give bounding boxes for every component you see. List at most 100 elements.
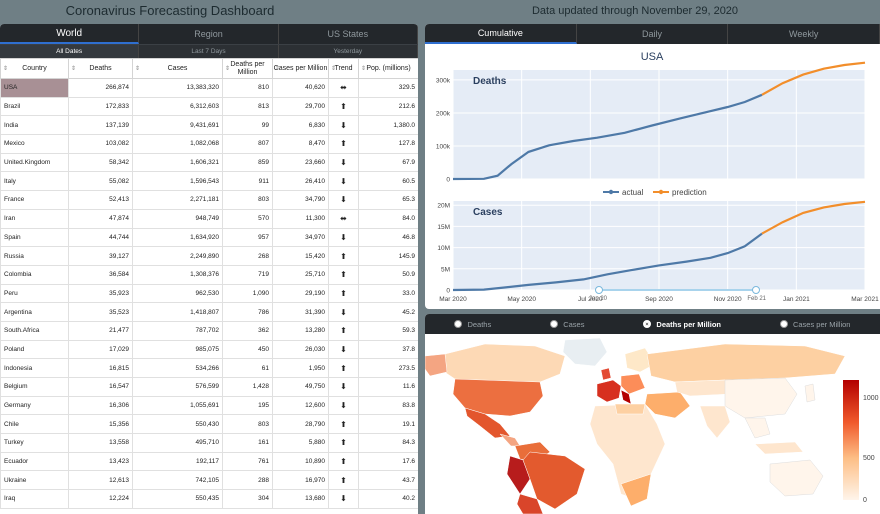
series-actual-deaths [452,93,763,181]
map-country-united-kingdom[interactable] [600,367,612,381]
map-country-alaska[interactable] [425,353,448,377]
map-country-greenland[interactable] [562,337,608,367]
sort-icon[interactable]: ⇕ [275,66,281,72]
data-updated-note: Data updated through November 29, 2020 [531,5,739,17]
cell-deaths: 47,874 [68,208,133,229]
tab-last-7-days[interactable]: Last 7 Days [139,45,279,58]
world-map[interactable]: 1000 500 0 [425,334,880,514]
cell-cases: 550,430 [132,414,223,435]
trend-chart[interactable]: USA 0 100k 200k 300k Deaths 0 5M 10M 15M 20M Cases a… [425,44,880,309]
radio-cases[interactable]: Cases [550,320,584,329]
map-country-australia[interactable] [769,459,824,497]
map-country-north-africa[interactable] [614,403,646,415]
cell-population: 11.6 [358,377,418,397]
tab-world[interactable]: World [0,24,140,44]
column-header-trend[interactable]: ⇕ Trend [328,58,359,79]
map-country-central-europe[interactable] [620,373,646,395]
cell-cases: 534,266 [132,358,223,378]
radio-deaths-per-million[interactable]: Deaths per Million [643,320,721,329]
tab-daily[interactable]: Daily [577,24,729,44]
cell-cases: 962,530 [132,283,223,304]
table-row[interactable]: Brazil 172,833 6,312,603 813 29,700 ⬆ 212.6 [0,96,418,117]
tab-region[interactable]: Region [139,24,279,44]
cell-country: Mexico [0,134,69,154]
cell-cases-per-million: 8,470 [272,134,329,154]
cell-population: 37.8 [358,339,418,360]
table-row[interactable]: Russia 39,127 2,249,890 268 15,420 ⬆ 145.9 [0,246,418,266]
map-country-argentina[interactable] [516,493,544,514]
slider-track[interactable] [599,289,756,291]
table-row[interactable]: Iraq 12,224 550,435 304 13,680 ⬇ 40.2 [0,489,418,509]
table-row[interactable]: Peru 35,923 962,530 1,090 29,190 ⬆ 33.0 [0,283,418,304]
cell-trend: ⬇ [328,489,359,509]
slider-handle-end[interactable] [752,286,760,294]
map-country-china[interactable] [724,377,798,419]
sort-icon[interactable]: ⇕ [3,66,9,72]
table-row[interactable]: Ukraine 12,613 742,105 288 16,970 ⬆ 43.7 [0,470,418,491]
cell-deaths-per-million: 1,428 [222,377,273,397]
table-row[interactable]: France 52,413 2,271,181 803 34,790 ⬇ 65.3 [0,190,418,210]
date-range-slider[interactable]: Jan 20 Feb 21 [589,286,766,306]
radio-button-icon[interactable] [779,320,788,328]
table-row[interactable]: United.Kingdom 58,342 1,606,321 859 23,660 ⬇ 6… [0,152,418,173]
table-row[interactable]: South.Africa 21,477 787,702 362 13,280 ⬆ 59.3 [0,320,418,341]
column-header-cases-per-million[interactable]: ⇕ Cases per Million [272,58,329,79]
table-row[interactable]: Iran 47,874 948,749 570 11,300 ⬌ 84.0 [0,208,418,229]
sort-icon[interactable]: ⇕ [225,66,231,72]
column-header-population[interactable]: ⇕ Pop. (millions) [358,58,418,79]
map-country-russia[interactable] [646,343,846,383]
cell-trend: ⬆ [328,96,359,117]
map-country-france-spain[interactable] [596,379,622,403]
table-row[interactable]: Colombia 36,584 1,308,376 719 25,710 ⬆ 50.9 [0,264,418,285]
slider-label-end: Feb 21 [747,296,766,302]
map-country-brazil[interactable] [522,451,586,510]
table-row[interactable]: Poland 17,029 985,075 450 26,030 ⬇ 37.8 [0,339,418,360]
table-row[interactable]: Spain 44,744 1,634,920 957 34,970 ⬇ 46.8 [0,227,418,248]
map-country-south-africa[interactable] [620,473,652,507]
tab-cumulative[interactable]: Cumulative [425,24,577,44]
column-header-country[interactable]: ⇕ Country [0,58,69,79]
map-country-peru[interactable] [506,455,531,495]
radio-deaths[interactable]: Deaths [454,320,491,329]
map-country-japan[interactable] [804,383,816,403]
radio-button-icon[interactable] [454,320,463,328]
cell-country: Argentina [0,302,69,322]
column-header-deaths-per-million[interactable]: ⇕ Deaths per Million [222,58,273,79]
radio-button-icon[interactable] [550,320,559,328]
radio-button-icon[interactable] [643,320,652,328]
tab-weekly[interactable]: Weekly [728,24,880,44]
cell-cases-per-million: 15,420 [272,246,329,266]
table-row[interactable]: Germany 16,306 1,055,691 195 12,600 ⬇ 83.8 [0,395,418,416]
table-row[interactable]: Turkey 13,558 495,710 161 5,880 ⬆ 84.3 [0,433,418,453]
sort-icon[interactable]: ⇕ [331,66,337,72]
table-row[interactable]: Belgium 16,547 576,599 1,428 49,750 ⬇ 11.6 [0,377,418,397]
cell-deaths: 39,127 [68,246,133,266]
tab-all-dates[interactable]: All Dates [0,45,140,58]
radio-cases-per-million[interactable]: Cases per Million [779,320,850,329]
column-header-deaths[interactable]: ⇕ Deaths [68,58,133,79]
map-country-indonesia[interactable] [754,441,804,455]
choropleth-map-panel: Deaths Cases Deaths per Million Cases pe… [425,314,880,514]
column-header-cases[interactable]: ⇕ Cases [132,58,223,79]
table-row[interactable]: Ecuador 13,423 192,117 761 10,890 ⬆ 17.6 [0,451,418,472]
map-country-india[interactable] [699,405,731,439]
table-row[interactable]: Indonesia 16,815 534,266 61 1,950 ⬆ 273.5 [0,358,418,378]
table-row[interactable]: Italy 55,082 1,596,543 911 26,410 ⬇ 60.5 [0,171,418,192]
sort-icon[interactable]: ⇕ [135,66,141,72]
cell-deaths-per-million: 1,090 [222,283,273,304]
cell-population: 145.9 [358,246,418,266]
map-country-southeast-asia[interactable] [744,417,771,439]
tab-yesterday[interactable]: Yesterday [279,45,418,58]
map-country-central-asia[interactable] [674,379,731,397]
table-row[interactable]: India 137,139 9,431,691 99 6,830 ⬇ 1,380.0 [0,115,418,136]
table-row[interactable]: Argentina 35,523 1,418,807 786 31,390 ⬇ 45.2 [0,302,418,322]
map-country-usa[interactable] [452,378,544,417]
table-row[interactable]: Mexico 103,082 1,082,068 807 8,470 ⬆ 127.8 [0,134,418,154]
sort-icon[interactable]: ⇕ [361,66,367,72]
table-row[interactable]: USA 266,874 13,383,320 810 40,620 ⬌ 329.5 [0,78,418,98]
cell-deaths: 12,613 [68,470,133,491]
table-row[interactable]: Chile 15,356 550,430 803 28,790 ⬆ 19.1 [0,414,418,435]
tab-us-states[interactable]: US States [279,24,418,44]
sort-icon[interactable]: ⇕ [71,66,77,72]
slider-handle-start[interactable] [595,286,603,294]
